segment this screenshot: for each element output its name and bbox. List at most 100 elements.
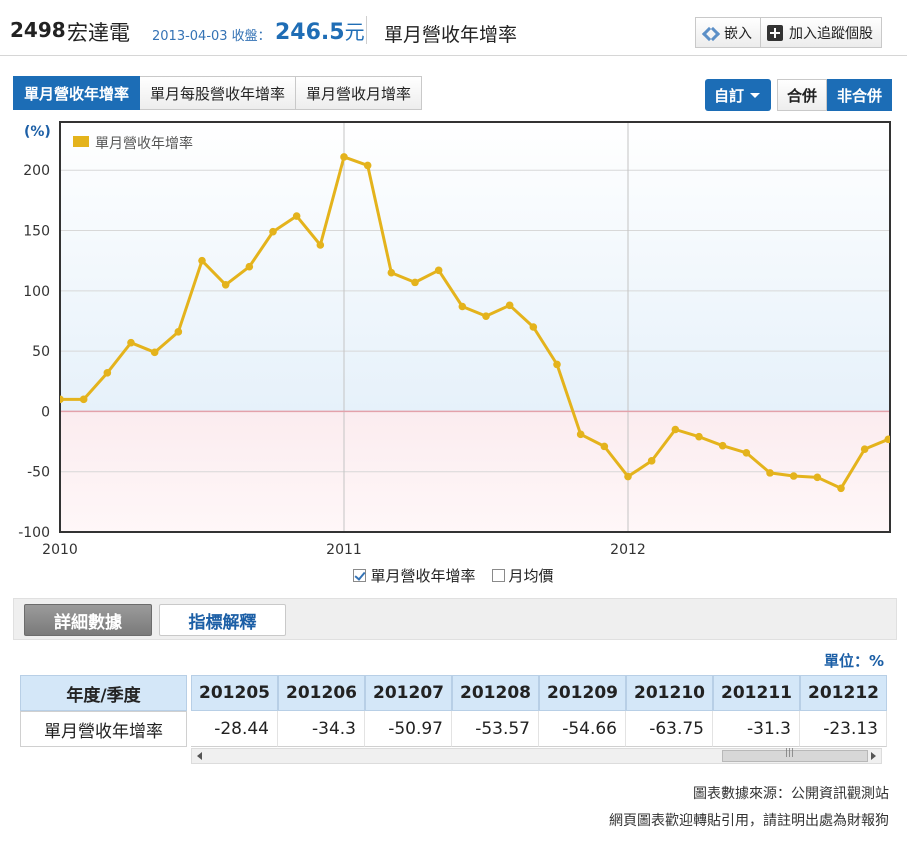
unit-label: 單位：%	[823, 652, 884, 670]
scrollbar-thumb[interactable]	[722, 748, 868, 762]
consolidation-toggle: 合併 非合併	[777, 79, 893, 111]
data-point	[174, 328, 183, 336]
tab-monthly-revenue-yoy[interactable]: 單月營收年增率	[13, 76, 141, 110]
data-point	[789, 472, 798, 480]
table-column-header: 201209	[539, 675, 626, 711]
scroll-right-arrow-icon[interactable]	[871, 752, 876, 760]
table-value-cell: -54.66	[539, 711, 626, 747]
non-consolidated-button[interactable]: 非合併	[827, 79, 893, 111]
data-point	[647, 457, 656, 465]
data-point	[600, 442, 609, 451]
x-tick-label: 2011	[326, 542, 362, 558]
table-column-header: 201212	[800, 675, 887, 711]
table-value-cell: -28.44	[191, 711, 278, 747]
embed-code-icon	[702, 27, 718, 39]
stock-code: 2498	[10, 18, 66, 42]
data-point	[198, 256, 206, 265]
data-point	[363, 161, 372, 170]
table-column-header: 201206	[278, 675, 365, 711]
data-point	[671, 425, 680, 434]
caret-down-icon	[750, 92, 761, 98]
data-point	[766, 469, 774, 477]
data-point	[458, 302, 467, 311]
data-point	[411, 278, 419, 287]
y-axis-label: (%)	[24, 124, 51, 140]
data-point	[103, 369, 112, 377]
data-point	[79, 395, 88, 404]
y-tick-label: 50	[32, 344, 50, 360]
data-point	[269, 227, 277, 236]
header-actions: 嵌入 加入追蹤個股	[695, 17, 882, 48]
y-tick-label: 200	[23, 163, 50, 179]
data-point	[482, 312, 490, 320]
data-point	[245, 262, 254, 271]
tab-monthly-eps-revenue-yoy[interactable]: 單月每股營收年增率	[140, 76, 297, 110]
toggle-revenue-yoy[interactable]: 單月營收年增率	[353, 565, 476, 586]
series-toggles: 單月營收年增率 月均價	[0, 565, 907, 586]
checkbox-empty-icon[interactable]	[491, 569, 505, 582]
data-point	[837, 484, 845, 493]
scroll-left-arrow-icon[interactable]	[197, 752, 202, 760]
data-point	[884, 435, 890, 444]
header-divider	[366, 16, 367, 44]
legend-label: 單月營收年增率	[95, 135, 193, 152]
table-value-cell: -34.3	[278, 711, 365, 747]
stock-name: 宏達電	[67, 21, 130, 45]
custom-dropdown-label: 自訂	[714, 86, 745, 105]
revenue-yoy-chart: 200 150 100 50 0 -50 -100 (%) 2010 2011 2012 單月營收年增…	[18, 121, 891, 558]
toggle-monthly-avg-price[interactable]: 月均價	[491, 565, 554, 586]
data-point	[127, 338, 135, 347]
table-corner-header: 年度/季度	[20, 675, 187, 711]
table-column-header: 201208	[452, 675, 539, 711]
consolidated-button[interactable]: 合併	[777, 79, 828, 111]
x-tick-label: 2012	[610, 542, 646, 558]
data-point	[150, 348, 159, 357]
add-tracking-label: 加入追蹤個股	[789, 25, 873, 42]
data-point	[813, 473, 822, 482]
y-tick-label: 100	[23, 284, 50, 300]
metric-tabs: 單月營收年增率 單月每股營收年增率 單月營收月增率	[13, 76, 423, 110]
toggle-monthly-avg-price-label: 月均價	[508, 567, 554, 585]
citation-note: 網頁圖表歡迎轉貼引用，請註明出處為財報狗	[609, 813, 889, 829]
data-point	[695, 432, 703, 441]
y-tick-label: 150	[23, 224, 50, 240]
checkbox-checked-icon[interactable]	[353, 569, 367, 582]
y-tick-label: 0	[41, 404, 50, 420]
table-column-header: 201211	[713, 675, 800, 711]
data-point	[860, 445, 869, 453]
embed-button-label: 嵌入	[724, 25, 752, 42]
close-date-label: 2013-04-03 收盤：	[152, 29, 271, 44]
legend-swatch	[73, 136, 89, 147]
detail-tabs-bar: 詳細數據 指標解釋	[13, 598, 897, 640]
data-point	[292, 212, 301, 220]
table-row-label: 單月營收年增率	[20, 711, 187, 747]
add-tracking-button[interactable]: 加入追蹤個股	[761, 17, 882, 48]
table-column-header: 201207	[365, 675, 452, 711]
embed-button[interactable]: 嵌入	[695, 17, 761, 48]
toggle-revenue-yoy-label: 單月營收年增率	[370, 567, 476, 585]
data-point	[529, 323, 538, 331]
table-value-cell: -31.3	[713, 711, 800, 747]
tab-detail-data[interactable]: 詳細數據	[24, 604, 152, 636]
data-point	[718, 441, 727, 450]
price-unit: 元	[344, 20, 365, 44]
data-point	[316, 241, 325, 249]
plot-frame	[59, 121, 891, 533]
data-point	[221, 280, 230, 289]
data-point	[553, 360, 561, 369]
table-value-cell: -50.97	[365, 711, 452, 747]
data-point	[434, 266, 443, 275]
tab-indicator-explanation[interactable]: 指標解釋	[159, 604, 286, 636]
tab-monthly-revenue-mom[interactable]: 單月營收月增率	[296, 76, 423, 110]
x-tick-label: 2010	[42, 542, 78, 558]
table-horizontal-scrollbar[interactable]	[191, 748, 882, 764]
table-column-header: 201210	[626, 675, 713, 711]
data-point	[576, 430, 585, 439]
page-title: 單月營收年增率	[384, 24, 518, 46]
page-header: 2498 宏達電 2013-04-03 收盤： 246.5元 單月營收年增率 嵌…	[0, 0, 907, 56]
y-tick-label: -100	[18, 525, 50, 541]
positive-area-background	[60, 122, 890, 412]
custom-dropdown[interactable]: 自訂	[705, 79, 771, 111]
data-point	[340, 153, 348, 161]
data-point	[624, 472, 632, 481]
